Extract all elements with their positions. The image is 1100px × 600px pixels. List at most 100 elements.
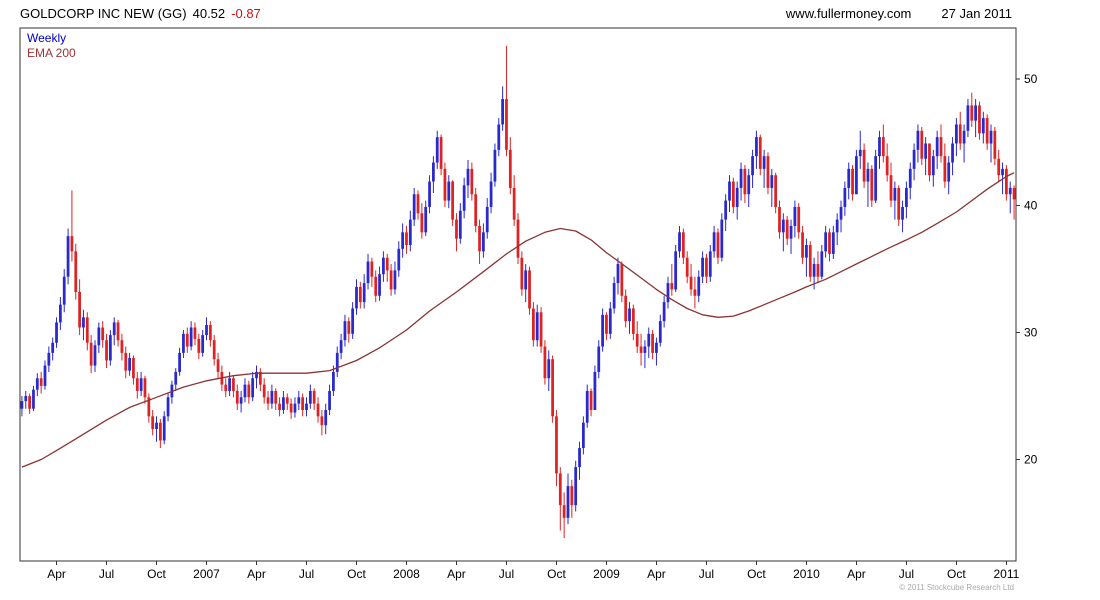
candle-body [578, 448, 581, 468]
candle-body [943, 156, 947, 182]
candle-body [816, 264, 820, 277]
candle-body [339, 340, 343, 353]
candle-body [831, 232, 835, 254]
candle-body [58, 304, 62, 323]
candle-body [585, 390, 589, 423]
candle-body [485, 206, 489, 233]
candle-body [501, 99, 505, 125]
candle-body [116, 322, 120, 341]
candle-body [312, 390, 316, 404]
candle-body [155, 422, 158, 430]
candle-body [558, 473, 562, 506]
candle-body [874, 156, 878, 201]
candle-body [970, 105, 974, 121]
candle-body [539, 312, 543, 347]
legend-ema-label: EMA 200 [27, 46, 76, 60]
candle-body [424, 206, 428, 233]
candle-body [912, 149, 916, 169]
candle-body [462, 185, 466, 211]
candle-body [216, 359, 220, 372]
candle-body [55, 322, 58, 343]
candle-body [289, 403, 293, 413]
candle-body [97, 327, 101, 346]
candle-body [931, 156, 935, 176]
candle-body [35, 378, 39, 390]
candle-body [635, 333, 639, 347]
candle-body [408, 219, 412, 246]
candle-body [958, 124, 962, 144]
candle-body [432, 162, 435, 182]
candle-body [651, 333, 654, 353]
candle-body [458, 210, 462, 239]
candle-body [285, 397, 289, 404]
candle-body [516, 219, 520, 258]
candle-body [916, 130, 920, 150]
candle-body [843, 187, 847, 207]
candle-body [689, 276, 693, 290]
candle-body [447, 181, 451, 201]
candle-body [255, 371, 258, 379]
candle-body [182, 333, 185, 353]
candle-body [762, 156, 766, 169]
x-axis-label: Apr [647, 567, 666, 581]
candle-body [1012, 187, 1016, 200]
candle-body [574, 467, 578, 506]
candle-body [851, 168, 854, 195]
candle-body [581, 422, 585, 449]
candle-body [570, 486, 574, 506]
candle-body [262, 384, 266, 398]
candle-body [412, 194, 416, 220]
candle-body [601, 314, 604, 347]
candle-body [997, 158, 1001, 176]
candle-body [993, 130, 997, 159]
candle-body [32, 389, 35, 409]
candle-body [335, 352, 339, 372]
candle-body [724, 200, 728, 220]
candle-body [70, 236, 74, 252]
x-axis-label: Oct [547, 567, 566, 581]
y-axis-label: 50 [1024, 72, 1038, 86]
website-text: www.fullermoney.com [785, 6, 912, 21]
candle-body [66, 236, 70, 277]
x-axis-label: 2007 [193, 567, 220, 581]
candle-body [270, 390, 274, 404]
candle-body [716, 232, 720, 258]
candle-body [474, 194, 478, 226]
candle-body [839, 206, 843, 220]
candle-body [555, 416, 558, 474]
date-text: 27 Jan 2011 [941, 6, 1012, 21]
candle-body [78, 291, 81, 328]
candle-body [301, 397, 305, 410]
candle-body [320, 416, 324, 426]
x-axis-label: Oct [347, 567, 366, 581]
candle-body [366, 261, 370, 284]
candle-body [497, 124, 501, 150]
candle-body [708, 251, 712, 277]
candle-body [878, 137, 881, 157]
candle-body [347, 321, 351, 334]
candle-body [193, 327, 197, 339]
candle-body [439, 137, 443, 169]
x-axis-label: Apr [247, 567, 266, 581]
candle-body [512, 187, 516, 220]
y-axis-label: 40 [1024, 199, 1038, 213]
x-axis-label: Jul [699, 567, 714, 581]
candle-body [905, 187, 908, 207]
x-axis-label: 2010 [793, 567, 820, 581]
candle-body [739, 168, 743, 188]
candle-body [866, 168, 870, 182]
candle-body [124, 352, 128, 371]
last-price: 40.52 [192, 6, 226, 21]
candle-body [766, 156, 770, 188]
candle-body [858, 149, 862, 157]
candle-body [478, 225, 481, 252]
candle-body [705, 257, 708, 277]
candle-body [631, 308, 635, 334]
candle-body [93, 345, 97, 366]
candle-body [151, 416, 155, 430]
candle-body [620, 264, 624, 296]
candle-body [612, 283, 616, 309]
candle-body [566, 486, 570, 518]
candle-body [47, 352, 51, 366]
candle-body [728, 181, 731, 201]
